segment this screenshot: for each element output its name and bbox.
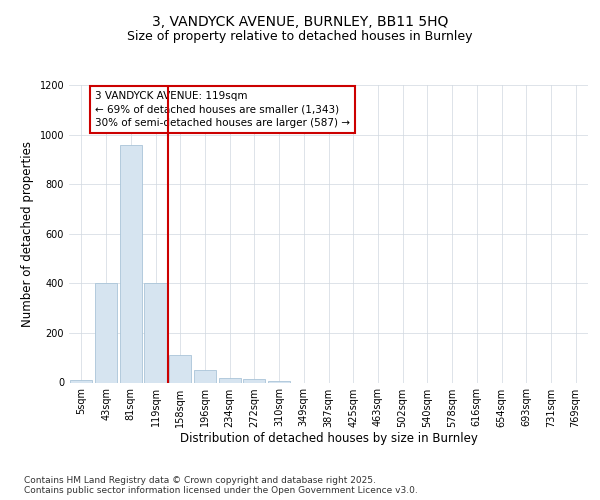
Text: 3, VANDYCK AVENUE, BURNLEY, BB11 5HQ: 3, VANDYCK AVENUE, BURNLEY, BB11 5HQ <box>152 14 448 28</box>
Text: 3 VANDYCK AVENUE: 119sqm
← 69% of detached houses are smaller (1,343)
30% of sem: 3 VANDYCK AVENUE: 119sqm ← 69% of detach… <box>95 91 350 128</box>
Text: Size of property relative to detached houses in Burnley: Size of property relative to detached ho… <box>127 30 473 43</box>
Bar <box>119 144 142 382</box>
Bar <box>194 370 216 382</box>
Bar <box>145 284 167 382</box>
Y-axis label: Number of detached properties: Number of detached properties <box>21 141 34 327</box>
Bar <box>169 355 191 382</box>
Bar <box>70 380 92 382</box>
Bar <box>243 379 265 382</box>
Bar <box>95 284 117 382</box>
Text: Contains HM Land Registry data © Crown copyright and database right 2025.
Contai: Contains HM Land Registry data © Crown c… <box>24 476 418 496</box>
Bar <box>218 378 241 382</box>
X-axis label: Distribution of detached houses by size in Burnley: Distribution of detached houses by size … <box>179 432 478 446</box>
